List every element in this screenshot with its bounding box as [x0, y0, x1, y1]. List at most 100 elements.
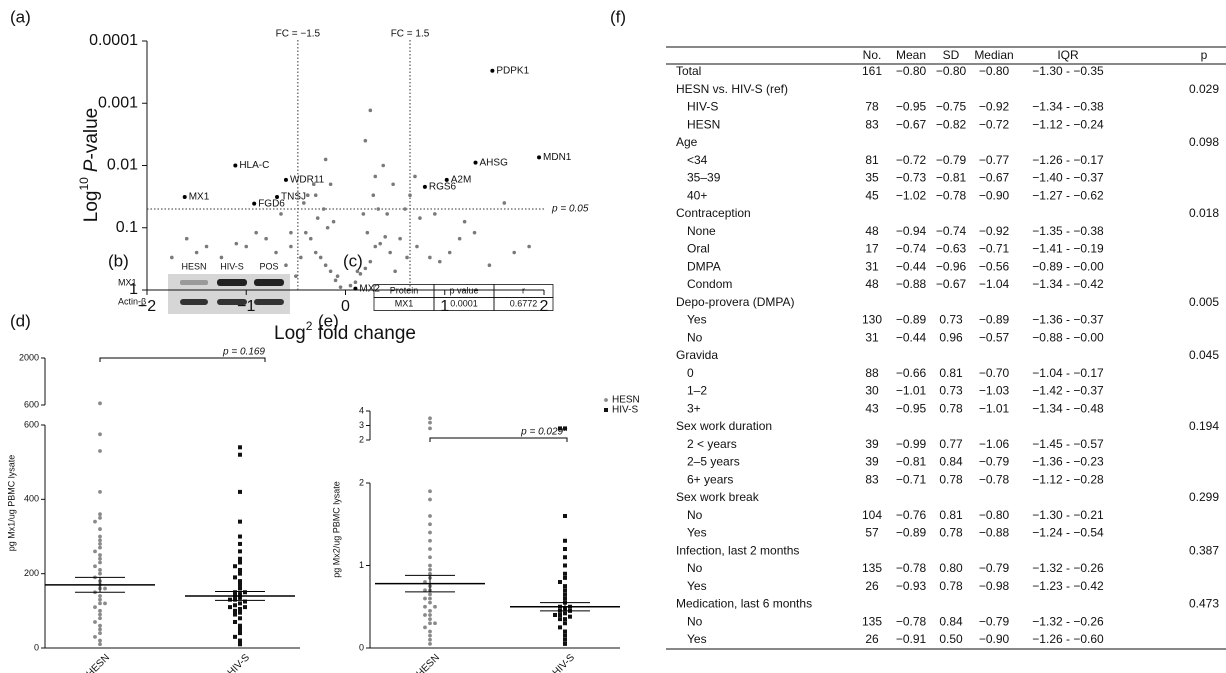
row-label: Medication, last 6 months — [676, 597, 812, 611]
point — [233, 620, 237, 624]
table-cell: −0.91 — [896, 632, 927, 646]
point — [558, 617, 562, 621]
point — [428, 613, 432, 617]
point — [563, 597, 567, 601]
table-cell-text: 0.0001 — [450, 298, 478, 308]
point — [433, 212, 437, 216]
point — [413, 175, 417, 179]
row-label: Actin-β — [118, 296, 146, 306]
x-tick-label: HESN — [85, 652, 112, 673]
row-label: No — [687, 508, 703, 522]
significance-bracket — [430, 438, 567, 442]
point — [563, 611, 567, 615]
point — [314, 193, 318, 197]
blot-band — [217, 279, 247, 286]
table-cell: −0.79 — [979, 455, 1010, 469]
table-cell: 48 — [865, 277, 879, 291]
point — [428, 514, 432, 518]
point — [228, 598, 232, 602]
point — [284, 263, 288, 267]
table-cell: −0.80 — [936, 64, 967, 78]
point — [324, 158, 328, 162]
point — [563, 584, 567, 588]
point — [238, 453, 242, 457]
panel-label: (c) — [343, 251, 363, 270]
table-cell: −1.36 - −0.23 — [1032, 455, 1104, 469]
table-cell: 39 — [865, 455, 879, 469]
point — [185, 237, 189, 241]
panel-label: (d) — [10, 311, 31, 330]
point — [563, 547, 567, 551]
table-cell: −0.94 — [896, 224, 927, 238]
p-value: 0.005 — [1189, 295, 1219, 309]
point — [238, 607, 242, 611]
point — [238, 520, 242, 524]
point — [385, 212, 389, 216]
point — [314, 251, 318, 255]
labeled-point — [233, 164, 237, 168]
point — [238, 490, 242, 494]
y-tick-label: 0.01 — [107, 157, 138, 174]
table-cell: 0.73 — [939, 384, 963, 398]
point — [563, 564, 567, 568]
table-cell: −1.01 — [979, 401, 1010, 415]
blot-band — [254, 299, 284, 305]
table-cell: −1.32 - −0.26 — [1032, 561, 1104, 575]
point — [356, 269, 360, 273]
point — [428, 609, 432, 613]
table-cell: −0.92 — [979, 100, 1010, 114]
table-cell: −1.26 - −0.17 — [1032, 153, 1104, 167]
point — [238, 616, 242, 620]
legend-marker — [604, 398, 608, 402]
table-cell: −0.99 — [896, 437, 927, 451]
x-tick-label: 1 — [440, 298, 449, 315]
table-cell: 35 — [865, 171, 879, 185]
point — [373, 175, 377, 179]
point — [233, 575, 237, 579]
point — [473, 231, 477, 235]
table-cell: −0.89 — [979, 313, 1010, 327]
point — [98, 527, 102, 531]
table-cell: −0.88 — [979, 526, 1010, 540]
p-value: 0.018 — [1189, 206, 1219, 220]
point — [512, 251, 516, 255]
row-label: Sex work break — [676, 490, 760, 504]
point — [98, 594, 102, 598]
table-cell: −1.04 — [979, 277, 1010, 291]
table-cell: 135 — [862, 561, 882, 575]
point — [98, 624, 102, 628]
table-cell: −0.88 — [896, 277, 927, 291]
point — [98, 616, 102, 620]
x-tick-label: −1 — [237, 298, 255, 315]
point — [423, 625, 427, 629]
table-cell: −0.90 — [979, 188, 1010, 202]
row-label: None — [687, 224, 716, 238]
x-tick-label: 2 — [540, 298, 549, 315]
point — [233, 564, 237, 568]
table-cell: −0.81 — [896, 455, 927, 469]
point — [369, 260, 373, 264]
y-axis-title: Log10P-value — [77, 108, 102, 223]
point — [254, 231, 258, 235]
table-cell: −0.57 — [979, 330, 1010, 344]
labeled-point — [423, 185, 427, 189]
row-label: No — [687, 614, 703, 628]
table-cell: −1.24 - −0.54 — [1032, 526, 1104, 540]
point — [428, 489, 432, 493]
table-cell: −0.78 — [896, 561, 927, 575]
point — [563, 638, 567, 642]
panel-label: (f) — [610, 7, 626, 26]
point — [403, 207, 407, 211]
row-label: 2 < years — [687, 437, 737, 451]
table-cell: −0.72 — [896, 153, 927, 167]
point — [98, 613, 102, 617]
point — [98, 572, 102, 576]
point — [558, 625, 562, 629]
row-label: HESN vs. HIV-S (ref) — [676, 82, 788, 96]
lane-label: POS — [259, 261, 278, 271]
blot-band — [254, 279, 284, 286]
table-cell: 78 — [865, 100, 879, 114]
legend-marker — [604, 408, 608, 412]
table-cell: 0.96 — [939, 330, 963, 344]
point — [563, 588, 567, 592]
